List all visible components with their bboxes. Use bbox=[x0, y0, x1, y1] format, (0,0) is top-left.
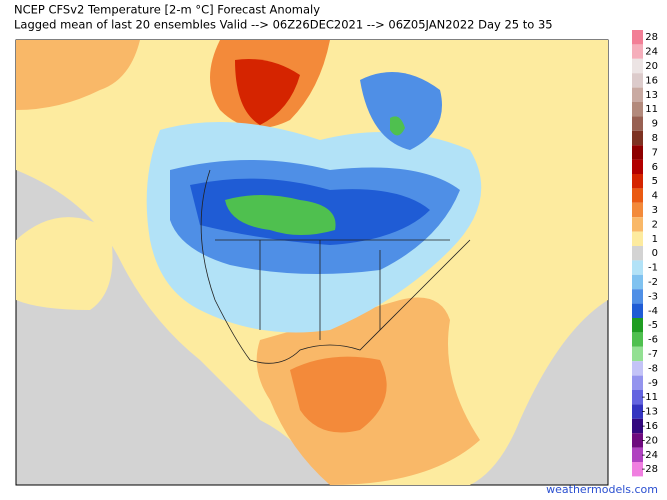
colorbar-label: 6 bbox=[652, 162, 658, 173]
colorbar: 28 24 20 16 13 11 9 8 7 6 5 4 3 2 1 0 -1 -2 -3 -4 -5 -6 -7 -8 -9… bbox=[632, 30, 658, 477]
colorbar-label: 2 bbox=[652, 219, 658, 230]
colorbar-swatch bbox=[632, 289, 643, 304]
anomaly-cold bbox=[360, 72, 442, 150]
anomaly-warm bbox=[290, 356, 387, 433]
colorbar-label: -9 bbox=[648, 378, 658, 389]
colorbar-label: -6 bbox=[648, 335, 658, 346]
colorbar-swatch bbox=[632, 30, 643, 45]
colorbar-label: -24 bbox=[642, 450, 658, 461]
colorbar-swatch bbox=[632, 202, 643, 218]
title: NCEP CFSv2 Temperature [2-m °C] Forecast… bbox=[14, 3, 320, 17]
colorbar-swatch bbox=[632, 145, 643, 160]
colorbar-label: -3 bbox=[648, 291, 658, 302]
colorbar-label: 11 bbox=[645, 104, 658, 115]
colorbar-swatch bbox=[632, 217, 643, 232]
colorbar-swatch bbox=[632, 375, 643, 390]
colorbar-swatch bbox=[632, 87, 643, 102]
colorbar-swatch bbox=[632, 246, 643, 261]
colorbar-swatch bbox=[632, 44, 643, 59]
colorbar-label: -13 bbox=[642, 407, 658, 418]
colorbar-label: -7 bbox=[648, 349, 658, 360]
colorbar-swatch bbox=[632, 418, 643, 434]
colorbar-swatch bbox=[632, 462, 643, 477]
colorbar-swatch bbox=[632, 274, 643, 290]
subtitle: Lagged mean of last 20 ensembles Valid -… bbox=[14, 18, 553, 32]
colorbar-swatch bbox=[632, 303, 643, 318]
colorbar-label: -28 bbox=[642, 464, 658, 475]
colorbar-label: -8 bbox=[648, 363, 658, 374]
colorbar-swatch bbox=[632, 116, 643, 131]
colorbar-swatch bbox=[632, 58, 643, 74]
anomaly-hot bbox=[235, 59, 300, 125]
colorbar-swatch bbox=[632, 102, 643, 117]
anomaly-very-cold bbox=[225, 195, 336, 235]
colorbar-label: 3 bbox=[652, 205, 658, 216]
colorbar-label: 28 bbox=[645, 32, 658, 43]
anomaly-warm bbox=[16, 40, 140, 110]
colorbar-swatch bbox=[632, 361, 643, 376]
colorbar-swatch bbox=[632, 332, 643, 347]
credit: weathermodels.com bbox=[546, 483, 658, 496]
colorbar-swatch bbox=[632, 174, 643, 189]
colorbar-label: -2 bbox=[648, 277, 658, 288]
colorbar-label: 4 bbox=[652, 191, 658, 202]
colorbar-label: 5 bbox=[652, 176, 658, 187]
colorbar-swatch bbox=[632, 404, 643, 419]
anomaly-very-cold bbox=[390, 116, 405, 136]
colorbar-label: -11 bbox=[642, 392, 658, 403]
colorbar-label: 24 bbox=[645, 47, 658, 58]
colorbar-label: 13 bbox=[645, 90, 658, 101]
anomaly-warm bbox=[16, 217, 113, 310]
colorbar-label: 7 bbox=[652, 147, 658, 158]
colorbar-swatch bbox=[632, 188, 643, 203]
colorbar-label: -4 bbox=[648, 306, 658, 317]
colorbar-swatch bbox=[632, 159, 643, 174]
colorbar-label: 1 bbox=[652, 234, 658, 245]
colorbar-swatch bbox=[632, 346, 643, 362]
colorbar-swatch bbox=[632, 318, 643, 333]
colorbar-swatch bbox=[632, 260, 643, 275]
colorbar-swatch bbox=[632, 73, 643, 88]
colorbar-label: -5 bbox=[648, 320, 658, 331]
map bbox=[15, 39, 609, 486]
colorbar-label: 0 bbox=[652, 248, 658, 259]
colorbar-label: -1 bbox=[648, 263, 658, 274]
colorbar-swatch bbox=[632, 130, 643, 146]
colorbar-swatch bbox=[632, 390, 643, 405]
coastlines bbox=[200, 169, 471, 364]
colorbar-label: 20 bbox=[645, 61, 658, 72]
colorbar-swatch bbox=[632, 447, 643, 462]
colorbar-label: 9 bbox=[652, 119, 658, 130]
colorbar-label: 8 bbox=[652, 133, 658, 144]
colorbar-label: -20 bbox=[642, 435, 658, 446]
colorbar-label: 16 bbox=[645, 75, 658, 86]
colorbar-swatch bbox=[632, 231, 643, 246]
colorbar-label: -16 bbox=[642, 421, 658, 432]
colorbar-swatch bbox=[632, 433, 643, 448]
